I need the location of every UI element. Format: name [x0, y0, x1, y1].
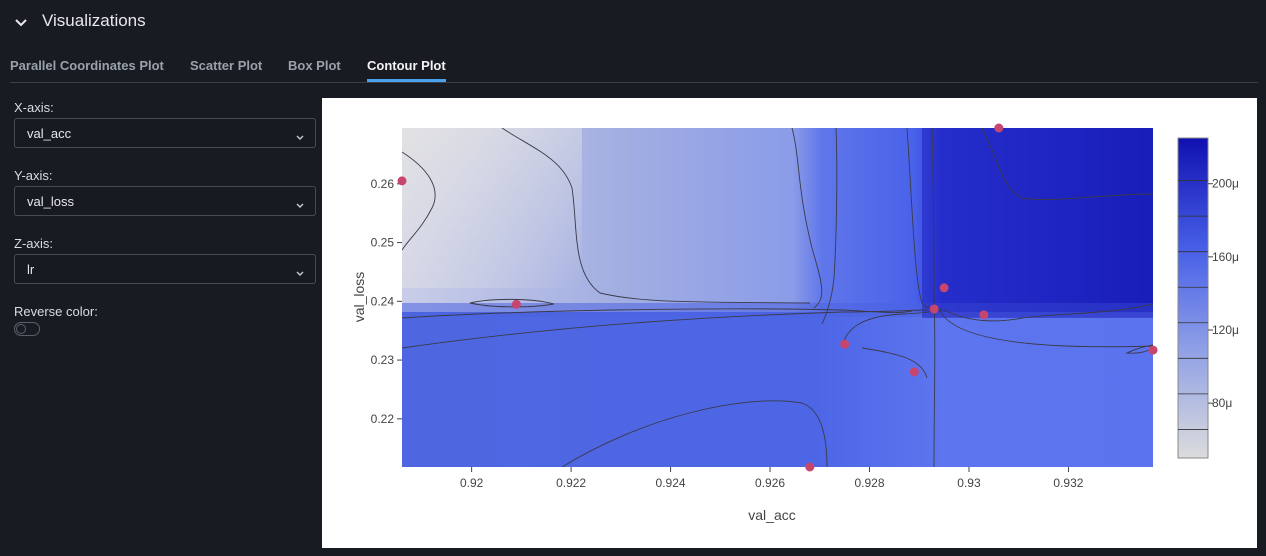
y-axis-value: val_loss: [27, 194, 74, 209]
x-tick-label: 0.93: [957, 476, 981, 490]
y-tick-label: 0.22: [371, 412, 395, 426]
chevron-down-icon: [295, 129, 305, 140]
contour-plot-panel: 0.92 0.922 0.924 0.926 0.928 0.93 0.932 0.22 0.2…: [322, 98, 1257, 548]
data-point[interactable]: [805, 462, 815, 472]
y-tick-label: 0.23: [371, 353, 395, 367]
z-axis-label: Z-axis:: [14, 236, 53, 251]
x-axis-label: X-axis:: [14, 100, 54, 115]
data-point[interactable]: [994, 123, 1004, 133]
x-axis-title: val_acc: [748, 507, 795, 523]
section-title: Visualizations: [42, 11, 146, 30]
toggle-knob: [16, 324, 26, 334]
data-point[interactable]: [979, 310, 989, 320]
chevron-down-icon: [295, 265, 305, 276]
colorbar-tick-label: 80μ: [1212, 396, 1232, 410]
y-tick-label: 0.24: [371, 294, 395, 308]
colorbar-tick-label: 160μ: [1212, 250, 1239, 264]
x-axis-select[interactable]: val_acc: [14, 118, 316, 148]
colorbar: 80μ 120μ 160μ 200μ: [1177, 137, 1239, 459]
x-tick-label: 0.92: [460, 476, 484, 490]
y-tick-label: 0.25: [371, 236, 395, 250]
active-tab-indicator: [367, 79, 446, 82]
data-point[interactable]: [840, 339, 850, 349]
reverse-color-toggle[interactable]: [14, 322, 40, 336]
tab-contour-plot[interactable]: Contour Plot: [367, 58, 446, 73]
y-axis-label: Y-axis:: [14, 168, 53, 183]
z-axis-select[interactable]: lr: [14, 254, 316, 284]
z-axis-value: lr: [27, 262, 35, 277]
contour-plot[interactable]: 0.92 0.922 0.924 0.926 0.928 0.93 0.932 0.22 0.2…: [322, 98, 1257, 548]
x-tick-label: 0.928: [854, 476, 884, 490]
plot-axes: 0.92 0.922 0.924 0.926 0.928 0.93 0.932 0.22 0.2…: [371, 177, 1084, 490]
data-point[interactable]: [909, 367, 919, 377]
tab-bar: Parallel Coordinates Plot Scatter Plot B…: [10, 50, 1258, 83]
data-point[interactable]: [939, 283, 949, 293]
data-point[interactable]: [1148, 345, 1158, 355]
y-axis-select[interactable]: val_loss: [14, 186, 316, 216]
section-header: Visualizations: [0, 0, 1266, 44]
y-axis-title: val_loss: [351, 272, 367, 323]
contour-fill: [402, 128, 1153, 467]
data-point[interactable]: [397, 176, 407, 186]
x-tick-label: 0.926: [755, 476, 785, 490]
tab-parallel-coordinates[interactable]: Parallel Coordinates Plot: [10, 58, 164, 73]
data-point[interactable]: [511, 299, 521, 309]
tab-box-plot[interactable]: Box Plot: [288, 58, 341, 73]
tab-scatter-plot[interactable]: Scatter Plot: [190, 58, 263, 73]
colorbar-tick-label: 200μ: [1212, 177, 1239, 191]
colorbar-ticks: 80μ 120μ 160μ 200μ: [1178, 177, 1239, 430]
x-tick-label: 0.922: [556, 476, 586, 490]
x-tick-label: 0.932: [1053, 476, 1083, 490]
x-axis-value: val_acc: [27, 126, 72, 141]
colorbar-tick-label: 120μ: [1212, 323, 1239, 337]
data-points: [397, 123, 1158, 472]
chevron-down-icon[interactable]: [12, 12, 30, 32]
y-tick-label: 0.26: [371, 177, 395, 191]
x-tick-label: 0.924: [656, 476, 686, 490]
chevron-down-icon: [295, 197, 305, 208]
data-point[interactable]: [929, 304, 939, 314]
reverse-color-label: Reverse color:: [14, 304, 98, 319]
